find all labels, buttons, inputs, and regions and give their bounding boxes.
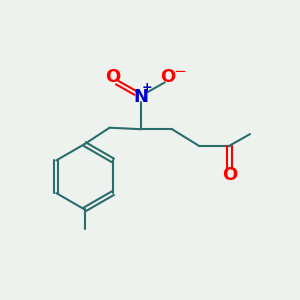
Text: O: O bbox=[222, 166, 237, 184]
Text: N: N bbox=[133, 88, 148, 106]
Text: O: O bbox=[160, 68, 176, 86]
Text: +: + bbox=[142, 81, 153, 94]
Text: O: O bbox=[105, 68, 120, 86]
Text: −: − bbox=[174, 64, 186, 79]
